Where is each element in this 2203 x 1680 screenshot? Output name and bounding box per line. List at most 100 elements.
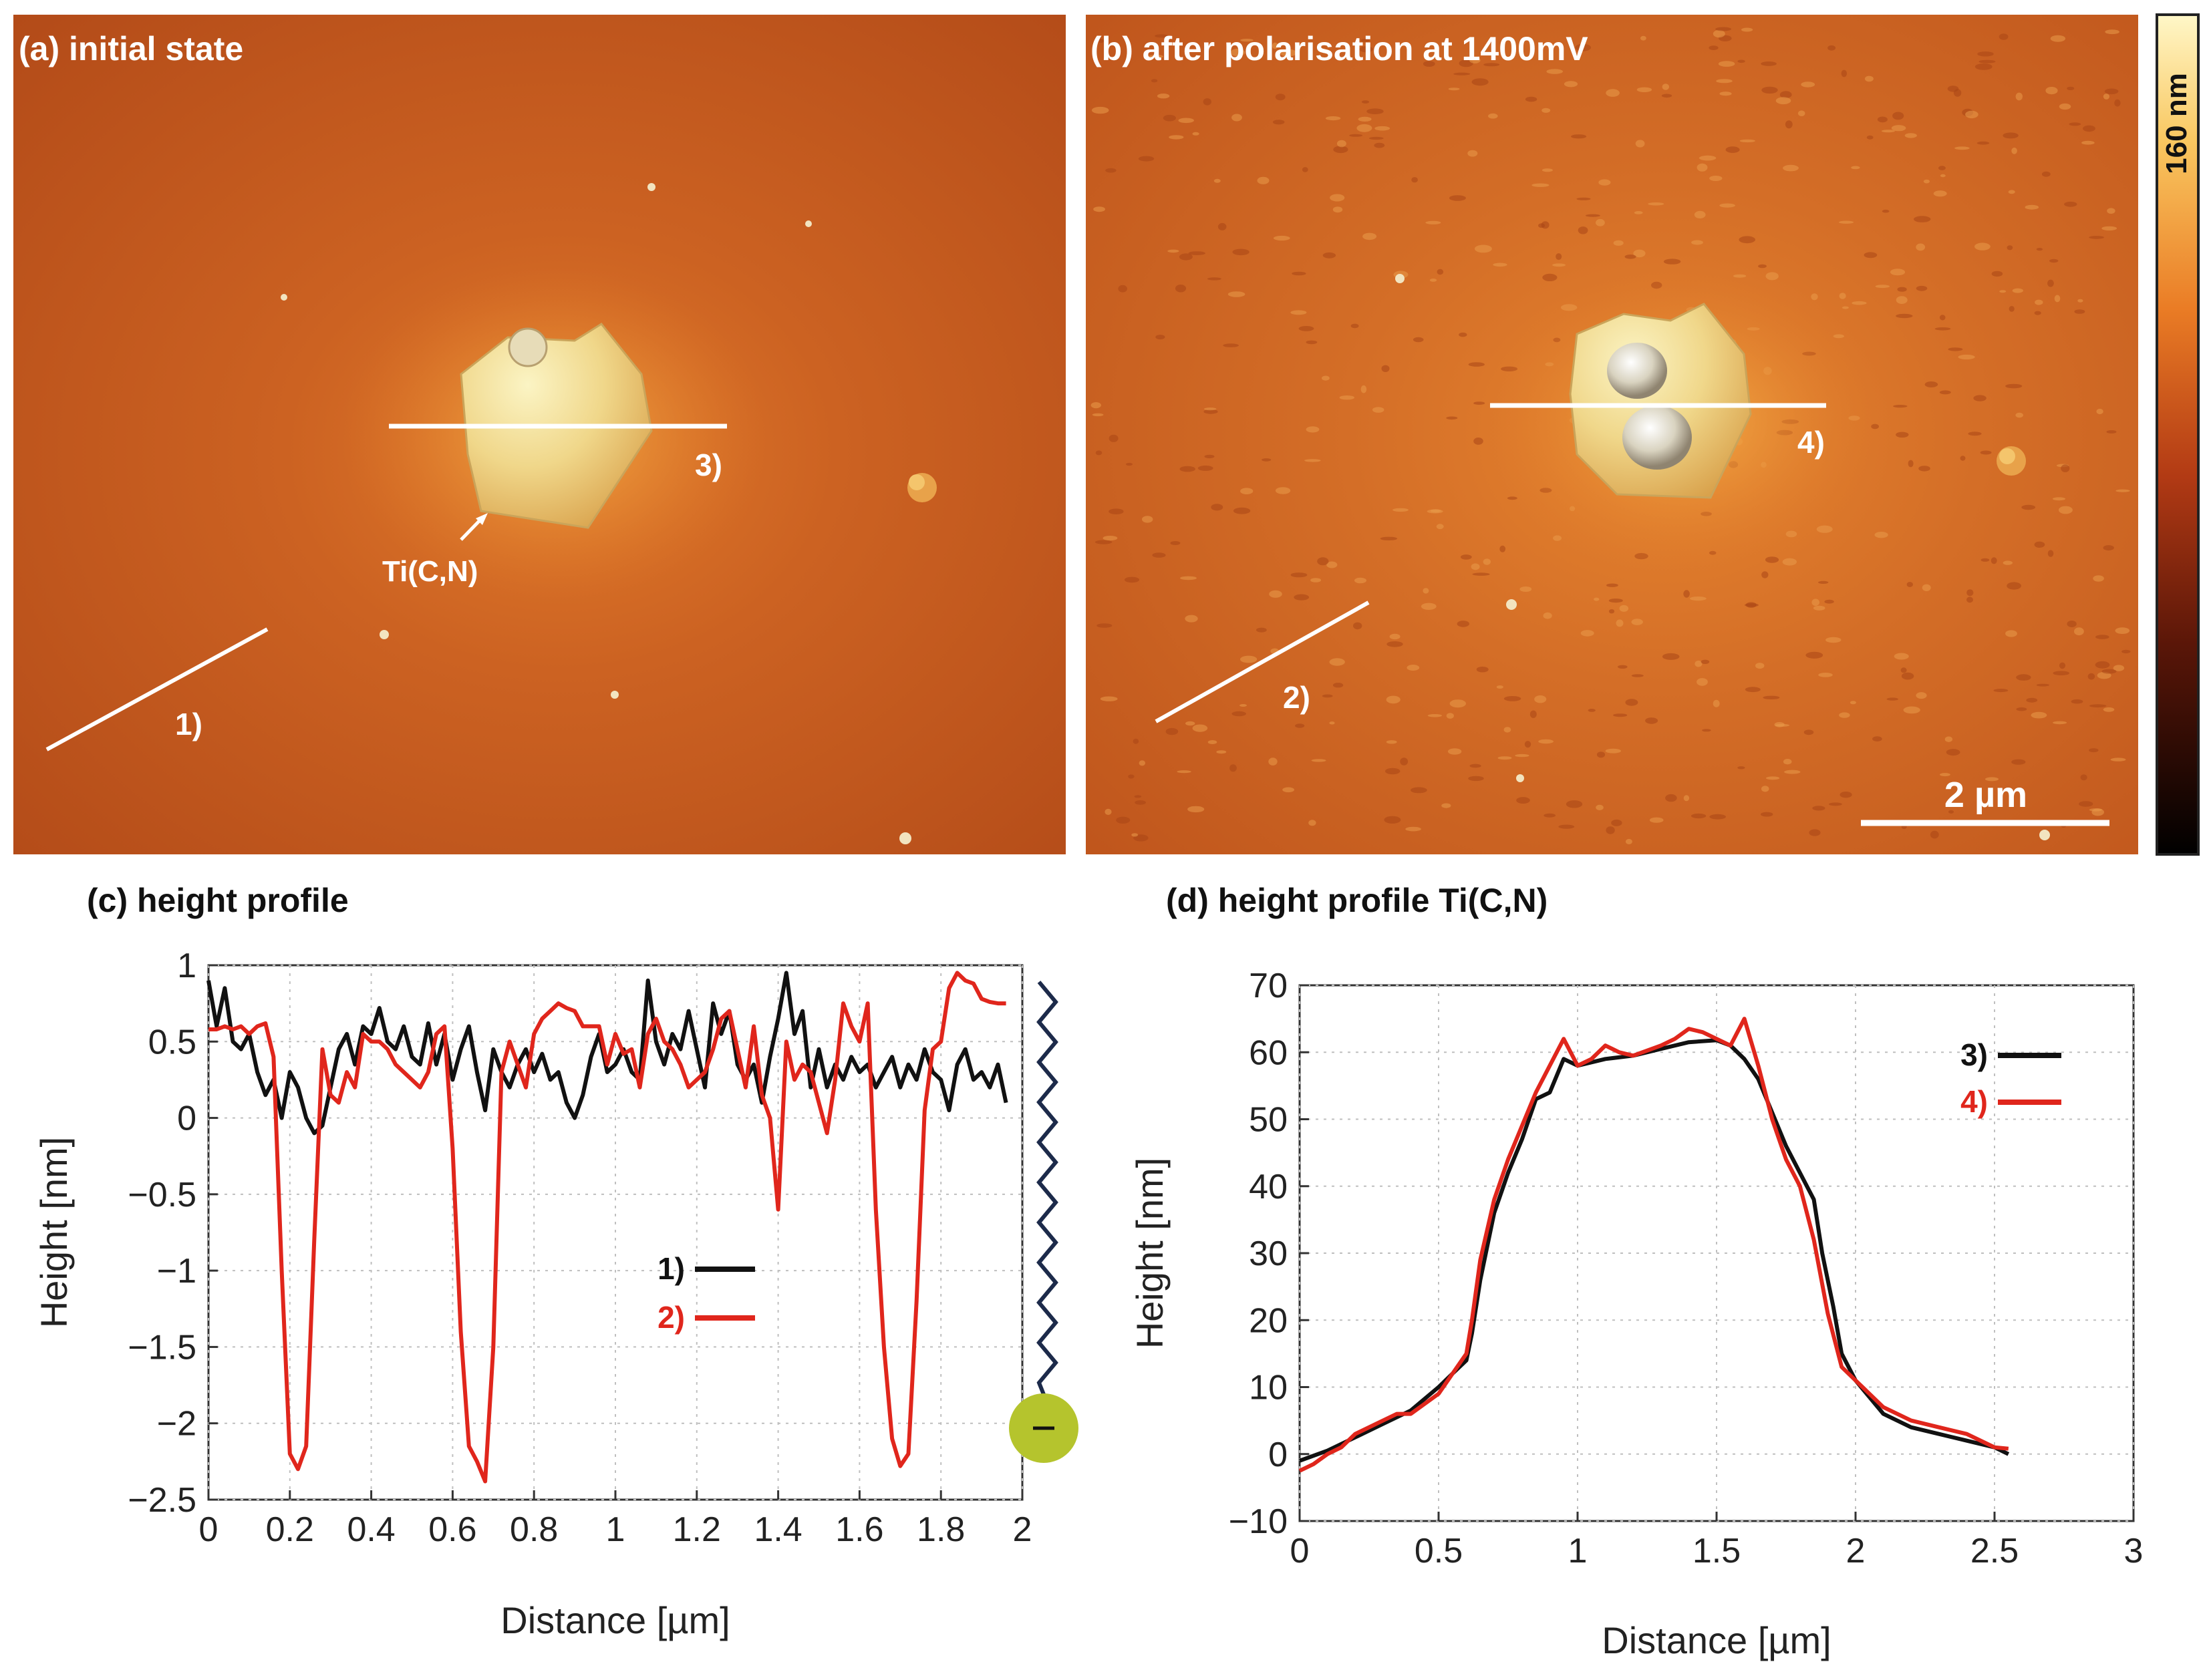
- chart-d-grid: [1299, 985, 2134, 1522]
- surface-speckle: [1105, 168, 1117, 173]
- surface-speckle: [1761, 812, 1773, 817]
- surface-speckle: [1389, 633, 1401, 640]
- surface-speckle: [1635, 140, 1645, 148]
- surface-speckle: [1516, 797, 1530, 804]
- surface-speckle: [1774, 721, 1785, 727]
- surface-speckle: [1499, 545, 1506, 552]
- surface-speckle: [2026, 697, 2038, 703]
- surface-speckle: [1223, 343, 1239, 347]
- surface-speckle: [1298, 326, 1314, 331]
- surface-speckle: [1496, 685, 1503, 689]
- surface-speckle: [2104, 88, 2119, 95]
- surface-speckle: [1616, 619, 1624, 627]
- surface-speckle: [1977, 51, 1994, 57]
- surface-speckle: [1361, 100, 1370, 104]
- surface-speckle: [2089, 808, 2102, 812]
- chart-d-yticks: 70 60 50 40 30 20 10 0 −10: [1229, 967, 1309, 1541]
- surface-speckle: [1239, 704, 1247, 707]
- surface-speckle: [2071, 699, 2083, 704]
- surface-speckle: [1946, 749, 1960, 756]
- surface-speckle: [1839, 712, 1850, 718]
- surface-speckle: [1852, 301, 1867, 305]
- surface-speckle: [2064, 201, 2077, 207]
- x-tick-label: 2.5: [1970, 1532, 2019, 1570]
- surface-speckle: [1091, 106, 1109, 114]
- series-line-2: [208, 971, 1006, 1484]
- surface-speckle: [1558, 824, 1575, 829]
- surface-speckle: [1894, 653, 1909, 660]
- surface-speckle: [2067, 621, 2077, 627]
- surface-speckle: [1325, 116, 1341, 121]
- surface-speckle: [1468, 362, 1485, 367]
- surface-speckle: [1580, 630, 1594, 637]
- surface-speckle: [1349, 134, 1363, 137]
- surface-speckle: [1691, 240, 1703, 245]
- surface-speckle: [1896, 432, 1909, 438]
- surface-speckle: [2036, 683, 2049, 687]
- surface-speckle: [1805, 651, 1823, 659]
- surface-speckle: [2089, 704, 2107, 708]
- legend-item-1-label: 1): [657, 1251, 685, 1286]
- surface-speckle: [1991, 557, 1997, 564]
- surface-speckle: [1240, 655, 1258, 663]
- surface-speckle: [1916, 692, 1927, 699]
- surface-speckle: [2101, 669, 2117, 674]
- surface-speckle: [1425, 220, 1441, 224]
- surface-speckle: [1133, 738, 1139, 744]
- surface-speckle: [1683, 590, 1690, 598]
- surface-speckle: [2059, 662, 2066, 669]
- surface-speckle: [2095, 635, 2109, 639]
- surface-speckle: [1407, 665, 1420, 671]
- surface-speckle: [1683, 795, 1690, 802]
- surface-speckle: [1585, 214, 1600, 217]
- surface-speckle: [1447, 748, 1462, 755]
- surface-speckle: [1930, 830, 1939, 839]
- surface-speckle: [1459, 332, 1467, 337]
- profile-line-2: [1155, 601, 1370, 723]
- surface-speckle: [1306, 426, 1320, 433]
- surface-speckle: [1273, 235, 1290, 241]
- surface-speckle: [1441, 803, 1451, 808]
- surface-speckle: [1618, 665, 1628, 669]
- surface-speckle: [1211, 504, 1223, 511]
- surface-speckle: [1713, 699, 1720, 707]
- surface-speckle: [1875, 285, 1890, 289]
- x-tick-label: 0.2: [266, 1510, 314, 1549]
- surface-speckle: [1336, 140, 1346, 148]
- surface-speckle: [1640, 35, 1646, 41]
- chart-d-series: [1298, 1017, 2010, 1473]
- surface-speckle: [2012, 288, 2023, 293]
- surface-speckle: [1719, 92, 1732, 96]
- surface-speckle: [1109, 508, 1124, 514]
- surface-speckle: [1598, 179, 1611, 186]
- chart-c-ylabel: Height [nm]: [33, 1137, 75, 1328]
- surface-speckle: [1386, 641, 1403, 647]
- surface-speckle: [1923, 179, 1930, 184]
- surface-speckle: [1272, 120, 1285, 125]
- line-3-label: 3): [695, 448, 722, 482]
- surface-speckle: [1966, 597, 1973, 603]
- surface-speckle: [1948, 810, 1954, 814]
- surface-speckle: [1453, 72, 1471, 75]
- surface-speckle: [1094, 540, 1113, 544]
- surface-speckle: [1636, 87, 1652, 92]
- surface-speckle: [1203, 409, 1218, 414]
- surface-speckle: [1745, 602, 1757, 608]
- surface-speckle: [2021, 504, 2036, 510]
- surface-speckle: [1978, 59, 1996, 63]
- surface-speckle: [1256, 627, 1267, 633]
- surface-speckle: [1818, 673, 1833, 677]
- surface-speckle: [1916, 243, 1926, 251]
- surface-speckle: [1384, 816, 1401, 824]
- surface-speckle: [1272, 42, 1278, 49]
- y-tick-label: 10: [1249, 1369, 1288, 1407]
- surface-speckle: [1151, 79, 1158, 83]
- surface-speckle: [1709, 45, 1719, 50]
- y-tick-label: 50: [1249, 1101, 1288, 1140]
- surface-speckle: [1839, 293, 1846, 299]
- surface-speckle: [1275, 487, 1291, 494]
- surface-speckle: [1493, 263, 1507, 267]
- chart-c-xticks: 0 0.2 0.4 0.6 0.8 1 1.2 1.4 1.6 1.8 2: [199, 1490, 1032, 1549]
- surface-speckle: [1092, 413, 1104, 417]
- surface-speckle: [1697, 163, 1708, 172]
